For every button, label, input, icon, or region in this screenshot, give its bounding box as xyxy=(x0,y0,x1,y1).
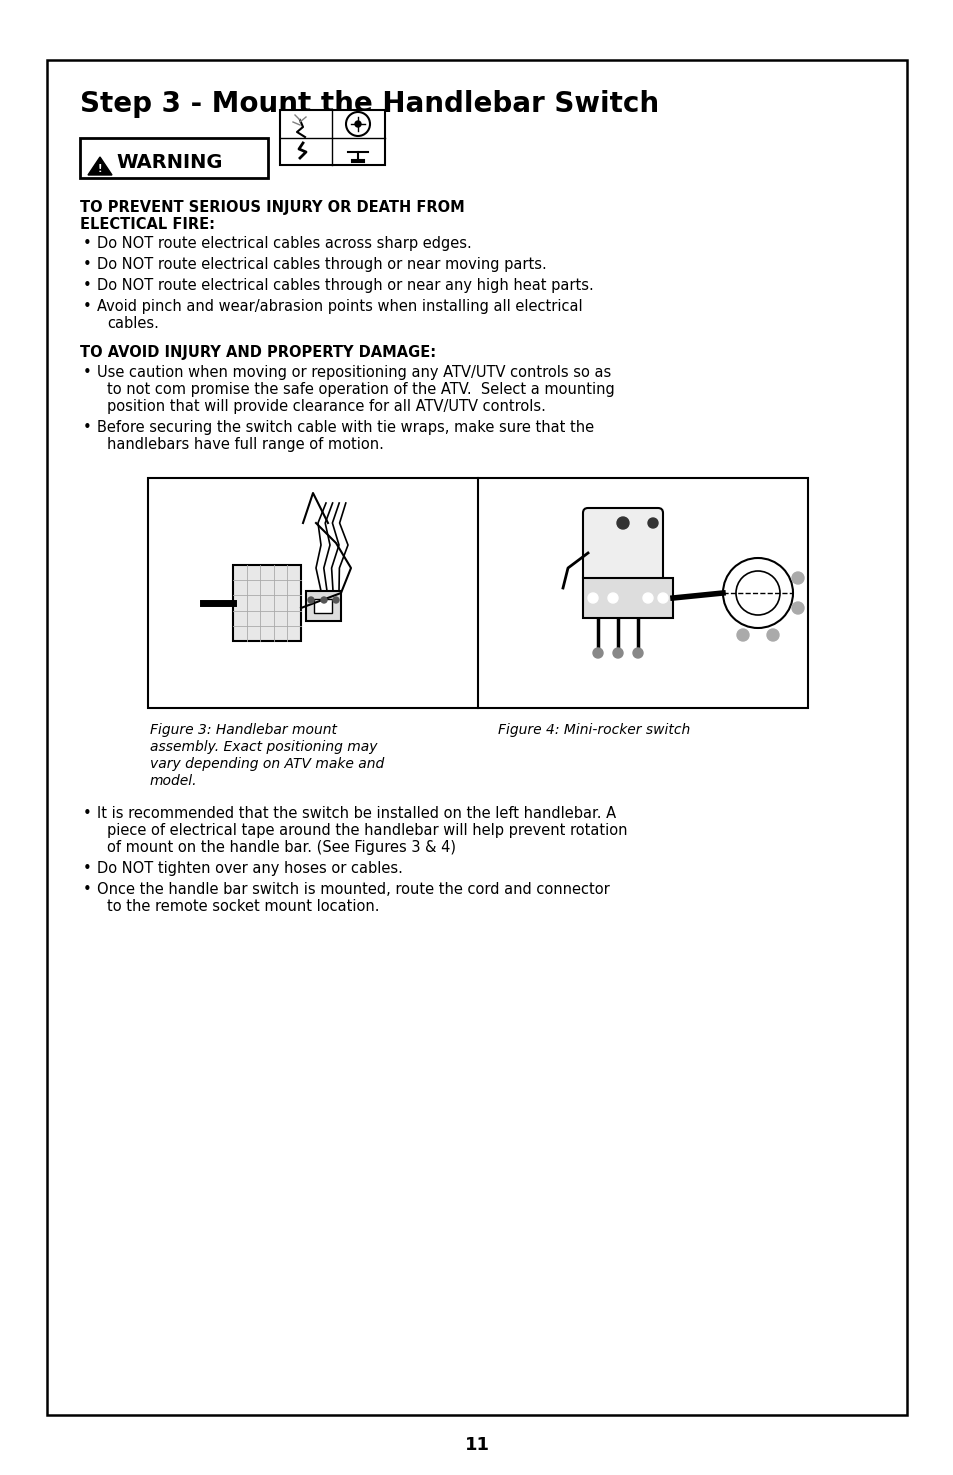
Text: Avoid pinch and wear/abrasion points when installing all electrical: Avoid pinch and wear/abrasion points whe… xyxy=(97,299,582,314)
Text: •: • xyxy=(83,882,91,897)
Circle shape xyxy=(642,593,652,603)
Circle shape xyxy=(647,518,658,528)
Text: •: • xyxy=(83,299,91,314)
Circle shape xyxy=(766,628,779,642)
Circle shape xyxy=(791,602,803,614)
Bar xyxy=(148,478,807,708)
Text: vary depending on ATV make and: vary depending on ATV make and xyxy=(150,757,384,771)
FancyBboxPatch shape xyxy=(582,507,662,583)
Text: cables.: cables. xyxy=(107,316,159,330)
Text: TO AVOID INJURY AND PROPERTY DAMAGE:: TO AVOID INJURY AND PROPERTY DAMAGE: xyxy=(80,345,436,360)
Text: Use caution when moving or repositioning any ATV/UTV controls so as: Use caution when moving or repositioning… xyxy=(97,364,611,381)
Text: handlebars have full range of motion.: handlebars have full range of motion. xyxy=(107,437,383,451)
Text: Do NOT route electrical cables across sharp edges.: Do NOT route electrical cables across sh… xyxy=(97,236,471,251)
Circle shape xyxy=(333,597,338,603)
Bar xyxy=(80,139,268,178)
Text: to not com promise the safe operation of the ATV.  Select a mounting: to not com promise the safe operation of… xyxy=(107,382,614,397)
Text: of mount on the handle bar. (See Figures 3 & 4): of mount on the handle bar. (See Figures… xyxy=(107,839,456,856)
Circle shape xyxy=(355,121,360,127)
Text: 11: 11 xyxy=(464,1437,489,1454)
Text: •: • xyxy=(83,364,91,381)
Text: •: • xyxy=(83,236,91,251)
Text: Do NOT tighten over any hoses or cables.: Do NOT tighten over any hoses or cables. xyxy=(97,861,402,876)
Text: WARNING: WARNING xyxy=(116,152,222,171)
Text: •: • xyxy=(83,257,91,271)
Text: Step 3 - Mount the Handlebar Switch: Step 3 - Mount the Handlebar Switch xyxy=(80,90,659,118)
Text: to the remote socket mount location.: to the remote socket mount location. xyxy=(107,898,379,914)
Text: model.: model. xyxy=(150,774,197,788)
Text: piece of electrical tape around the handlebar will help prevent rotation: piece of electrical tape around the hand… xyxy=(107,823,627,838)
Text: assembly. Exact positioning may: assembly. Exact positioning may xyxy=(150,740,377,754)
Text: !: ! xyxy=(97,164,102,174)
Circle shape xyxy=(587,593,598,603)
Text: Before securing the switch cable with tie wraps, make sure that the: Before securing the switch cable with ti… xyxy=(97,420,594,435)
Circle shape xyxy=(308,597,314,603)
Text: TO PREVENT SERIOUS INJURY OR DEATH FROM: TO PREVENT SERIOUS INJURY OR DEATH FROM xyxy=(80,201,464,215)
Text: Figure 3: Handlebar mount: Figure 3: Handlebar mount xyxy=(150,723,336,738)
Text: •: • xyxy=(83,805,91,822)
Circle shape xyxy=(320,597,327,603)
Text: •: • xyxy=(83,277,91,294)
Circle shape xyxy=(593,648,602,658)
Bar xyxy=(233,565,301,642)
Text: Once the handle bar switch is mounted, route the cord and connector: Once the handle bar switch is mounted, r… xyxy=(97,882,609,897)
Text: Figure 4: Mini-rocker switch: Figure 4: Mini-rocker switch xyxy=(497,723,690,738)
Bar xyxy=(280,111,385,165)
Text: It is recommended that the switch be installed on the left handlebar. A: It is recommended that the switch be ins… xyxy=(97,805,616,822)
Bar xyxy=(306,591,340,621)
Bar xyxy=(314,599,332,614)
Circle shape xyxy=(658,593,667,603)
Circle shape xyxy=(617,518,628,530)
Circle shape xyxy=(633,648,642,658)
Text: Do NOT route electrical cables through or near moving parts.: Do NOT route electrical cables through o… xyxy=(97,257,546,271)
Text: •: • xyxy=(83,420,91,435)
Text: •: • xyxy=(83,861,91,876)
Text: position that will provide clearance for all ATV/UTV controls.: position that will provide clearance for… xyxy=(107,400,545,414)
Text: ELECTICAL FIRE:: ELECTICAL FIRE: xyxy=(80,217,214,232)
Circle shape xyxy=(791,572,803,584)
Polygon shape xyxy=(88,156,112,176)
Circle shape xyxy=(737,628,748,642)
Circle shape xyxy=(613,648,622,658)
Circle shape xyxy=(607,593,618,603)
Text: Do NOT route electrical cables through or near any high heat parts.: Do NOT route electrical cables through o… xyxy=(97,277,593,294)
Bar xyxy=(582,578,672,618)
